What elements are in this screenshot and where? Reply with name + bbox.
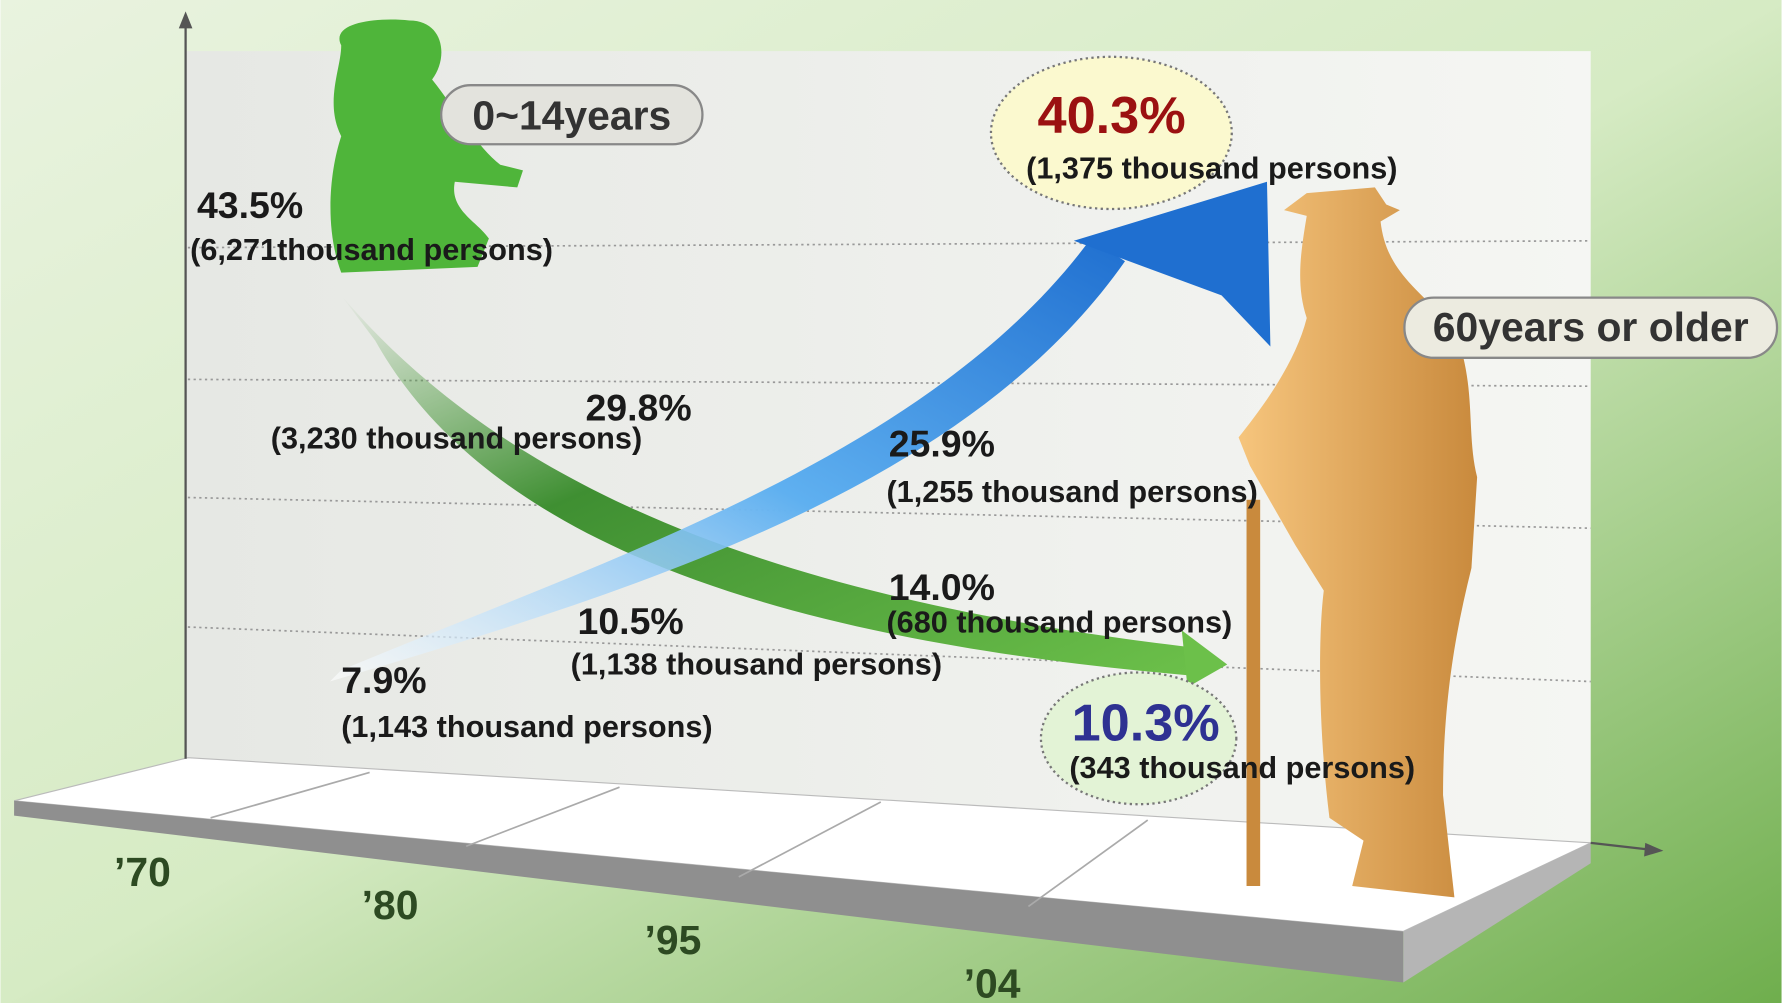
old-count: (1,143 thousand persons) xyxy=(341,710,712,744)
young-percent: 10.3% xyxy=(1072,695,1220,753)
young-highlight xyxy=(1039,671,1238,806)
year-label: ’70 xyxy=(114,849,171,895)
young-arrowhead xyxy=(1181,630,1228,688)
old-percent: 10.5% xyxy=(577,600,683,642)
young-count: (6,271thousand persons) xyxy=(190,233,553,267)
young-legend-box xyxy=(440,84,704,146)
cane xyxy=(1246,499,1261,887)
young-count: (343 thousand persons) xyxy=(1069,751,1415,785)
x-axis-arrow xyxy=(1644,842,1664,857)
floor-dividers xyxy=(210,771,1149,908)
old-legend-box xyxy=(1403,296,1779,359)
year-label: ’80 xyxy=(362,882,419,928)
old-percent: 25.9% xyxy=(889,423,995,465)
x-axis xyxy=(1590,841,1650,851)
young-count: (680 thousand persons) xyxy=(886,606,1232,640)
old-legend: 60years or older xyxy=(1433,304,1749,350)
year-label: ’04 xyxy=(964,960,1021,1003)
old-highlight xyxy=(989,55,1233,211)
child-silhouette xyxy=(330,19,523,273)
old-arrowhead xyxy=(1073,181,1271,347)
young-trend-arrow xyxy=(341,295,1196,676)
old-count: (1,138 thousand persons) xyxy=(571,648,942,682)
elder-silhouette xyxy=(1238,187,1478,898)
young-percent: 43.5% xyxy=(197,184,303,226)
young-percent: 29.8% xyxy=(585,386,691,428)
y-axis-arrow xyxy=(178,11,193,29)
old-percent: 7.9% xyxy=(341,659,426,701)
old-count: (1,375 thousand persons) xyxy=(1026,151,1397,185)
young-percent: 14.0% xyxy=(889,566,995,608)
old-percent: 40.3% xyxy=(1038,87,1186,145)
young-count: (3,230 thousand persons) xyxy=(271,422,642,456)
year-label: ’95 xyxy=(645,917,702,963)
young-legend: 0~14years xyxy=(472,92,671,138)
old-count: (1,255 thousand persons) xyxy=(886,475,1257,509)
floor-front xyxy=(14,800,1404,983)
floor-side xyxy=(1403,842,1591,983)
